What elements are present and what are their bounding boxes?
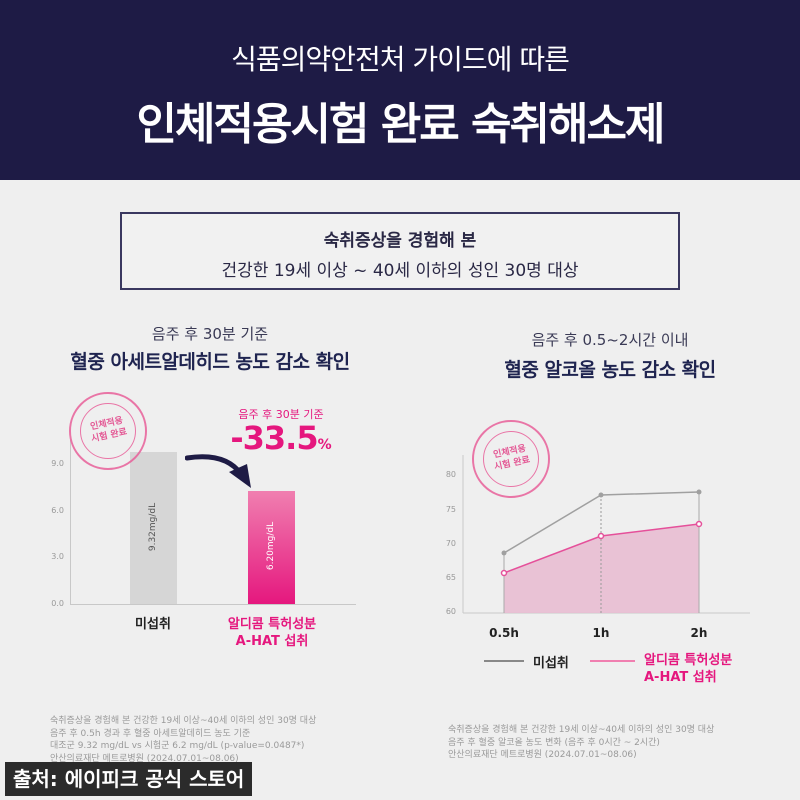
footnote-line: 안산의료재단 메트로병원 (2024.07.01~08.06) — [448, 750, 637, 760]
callout-value: -33.5 — [230, 419, 318, 457]
study-target-box: 숙취증상을 경험해 본 건강한 19세 이상 ~ 40세 이하의 성인 30명 … — [120, 212, 680, 290]
alcohol-line-chart — [462, 455, 750, 614]
right-ytick: 60 — [445, 607, 456, 616]
left-subtitle: 음주 후 30분 기준 — [151, 325, 269, 343]
left-ytick: 3.0 — [51, 552, 64, 561]
source-caption: 출처: 에이피크 공식 스토어 — [5, 762, 253, 796]
test-completed-stamp: 인체적용 시험 완료 — [472, 420, 550, 498]
header-subtitle: 식품의약안전처 가이드에 따른 — [231, 43, 570, 76]
left-ytick: 0.0 — [51, 599, 64, 608]
right-ytick: 70 — [445, 539, 456, 548]
left-category-ahat-line1: 알디콤 특허성분 — [227, 617, 317, 632]
left-footnote: 숙취증상을 경험해 본 건강한 19세 이상~40세 이하의 성인 30명 대상… — [50, 715, 390, 765]
stamp-inner-ring — [483, 431, 539, 487]
legend-swatch-ahat — [590, 660, 635, 662]
left-category-ahat-line2: A-HAT 섭취 — [235, 634, 309, 649]
bar-control: 9.32mg/dL — [130, 452, 177, 604]
left-category-ahat: 알디콤 특허성분 A-HAT 섭취 — [212, 616, 332, 650]
footnote-line: 숙취증상을 경험해 본 건강한 19세 이상~40세 이하의 성인 30명 대상 — [448, 725, 715, 735]
footnote-line: 대조군 9.32 mg/dL vs 시험군 6.2 mg/dL (p-value… — [50, 741, 305, 751]
footnote-line: 안산의료재단 메트로병원 (2024.07.01~08.06) — [50, 753, 239, 764]
bar-control-label: 9.32mg/dL — [148, 502, 158, 552]
left-ytick: 9.0 — [51, 459, 64, 468]
left-y-axis — [70, 440, 71, 605]
right-title: 혈중 알코올 농도 감소 확인 — [504, 359, 716, 381]
right-footnote: 숙취증상을 경험해 본 건강한 19세 이상~40세 이하의 성인 30명 대상… — [448, 724, 798, 762]
left-title: 혈중 아세트알데히드 농도 감소 확인 — [70, 351, 350, 373]
footnote-line: 음주 후 0.5h 경과 후 혈중 아세트알데히드 농도 기준 — [50, 728, 251, 739]
header-title: 인체적용시험 완료 숙취해소제 — [136, 99, 666, 150]
right-xtick: 2h — [690, 626, 708, 640]
stamp-inner-ring — [80, 403, 136, 459]
right-xtick: 1h — [592, 626, 610, 640]
callout-unit: % — [317, 437, 332, 453]
legend-label-ahat-line1: 알디콤 특허성분 — [644, 653, 733, 668]
footnote-line: 숙취증상을 경험해 본 건강한 19세 이상~40세 이하의 성인 30명 대상 — [50, 716, 317, 726]
target-line-1: 숙취증상을 경험해 본 — [323, 231, 477, 251]
right-ytick: 75 — [445, 505, 456, 514]
bar-ahat: 6.20mg/dL — [248, 491, 295, 604]
bar-ahat-label: 6.20mg/dL — [266, 521, 276, 571]
footnote-line: 음주 후 혈중 알코올 농도 변화 (음주 후 0시간 ~ 2시간) — [448, 737, 660, 748]
callout-value-wrap: -33.5% — [216, 419, 346, 457]
right-subtitle: 음주 후 0.5~2시간 이내 — [531, 331, 689, 349]
right-ytick: 65 — [445, 573, 456, 582]
callout-label: 음주 후 30분 기준 — [238, 408, 324, 421]
legend-label-ahat-line2: A-HAT 섭취 — [644, 670, 717, 685]
left-ytick: 6.0 — [51, 506, 64, 515]
header-banner: 식품의약안전처 가이드에 따른 인체적용시험 완료 숙취해소제 — [0, 0, 800, 180]
target-line-2: 건강한 19세 이상 ~ 40세 이하의 성인 30명 대상 — [221, 261, 579, 281]
decrease-arrow-icon — [185, 454, 251, 488]
right-ytick: 80 — [445, 470, 456, 479]
test-completed-stamp: 인체적용 시험 완료 — [69, 392, 147, 470]
legend-swatch-control — [484, 660, 524, 662]
left-x-axis — [70, 604, 356, 605]
legend-label-ahat: 알디콤 특허성분 A-HAT 섭취 — [644, 652, 732, 686]
left-category-control: 미섭취 — [135, 617, 171, 632]
right-xtick: 0.5h — [489, 626, 519, 640]
legend-label-control: 미섭취 — [533, 656, 569, 671]
